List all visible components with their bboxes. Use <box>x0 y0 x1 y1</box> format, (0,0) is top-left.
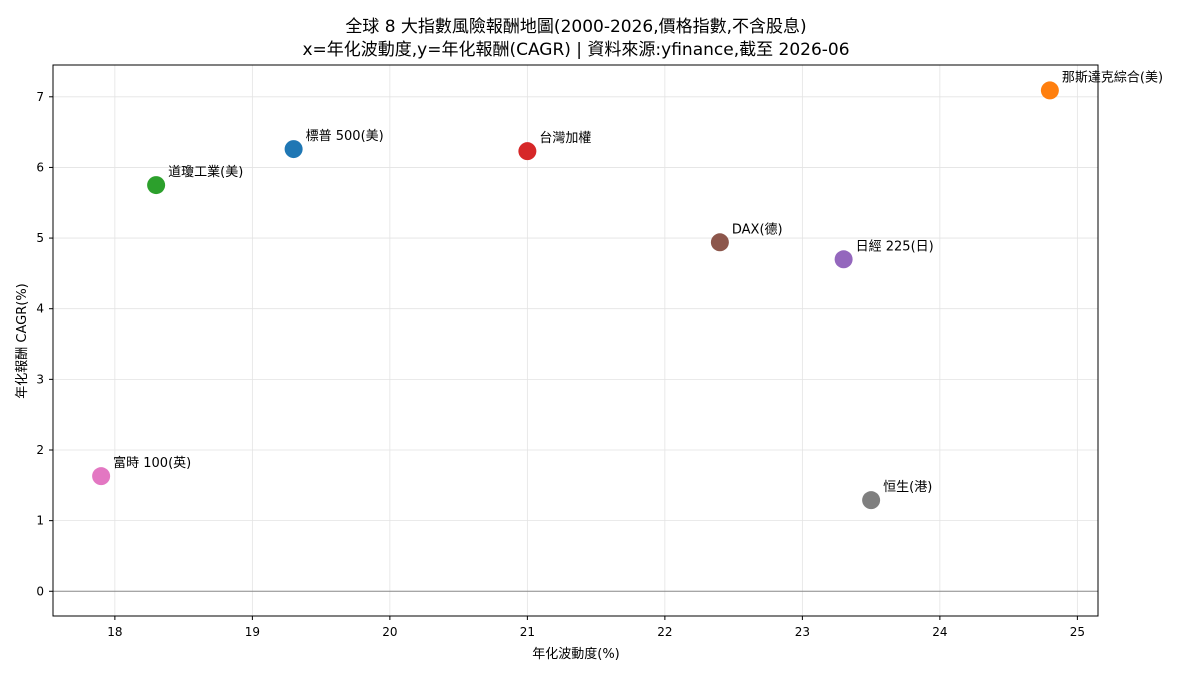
x-axis-label: 年化波動度(%) <box>532 646 620 662</box>
y-tick-label: 1 <box>36 514 44 528</box>
data-points <box>92 81 1059 510</box>
data-point <box>147 176 166 195</box>
data-point <box>834 250 853 269</box>
data-point-label: 日經 225(日) <box>856 239 934 254</box>
data-point <box>92 467 111 486</box>
data-point-label: 道瓊工業(美) <box>168 164 243 180</box>
y-axis-label: 年化報酬 CAGR(%) <box>15 283 30 398</box>
chart-subtitle: x=年化波動度,y=年化報酬(CAGR) | 資料來源:yfinance,截至 … <box>302 40 849 60</box>
data-point-label: 那斯達克綜合(美) <box>1062 70 1163 85</box>
y-tick-label: 0 <box>36 584 44 598</box>
y-tick-label: 6 <box>36 160 44 174</box>
x-tick-label: 19 <box>245 625 260 639</box>
y-tick-label: 3 <box>36 372 44 386</box>
data-point-label: 富時 100(英) <box>113 455 191 471</box>
chart-title: 全球 8 大指數風險報酬地圖(2000-2026,價格指數,不含股息) <box>345 17 806 37</box>
data-point-label: 標普 500(美) <box>306 129 384 144</box>
y-tick-label: 4 <box>36 302 44 316</box>
x-tick-label: 20 <box>382 625 397 639</box>
x-tick-label: 21 <box>520 625 535 639</box>
plot-area <box>52 64 1099 617</box>
data-point <box>710 233 729 252</box>
x-tick-label: 22 <box>657 625 672 639</box>
data-point-label: 恒生(港) <box>883 480 932 495</box>
grid-lines <box>53 65 1098 616</box>
y-tick-label: 5 <box>36 231 44 245</box>
y-tick-label: 2 <box>36 443 44 457</box>
data-point <box>1040 81 1059 100</box>
data-point-label: 台灣加權 <box>539 131 591 146</box>
data-point <box>518 142 537 161</box>
x-tick-label: 24 <box>932 625 947 639</box>
data-point <box>284 140 303 159</box>
x-tick-label: 18 <box>107 625 122 639</box>
x-tick-label: 25 <box>1070 625 1085 639</box>
y-tick-label: 7 <box>36 90 44 104</box>
x-tick-label: 23 <box>795 625 810 639</box>
data-point-label: DAX(德) <box>732 222 783 237</box>
data-point <box>862 491 881 510</box>
